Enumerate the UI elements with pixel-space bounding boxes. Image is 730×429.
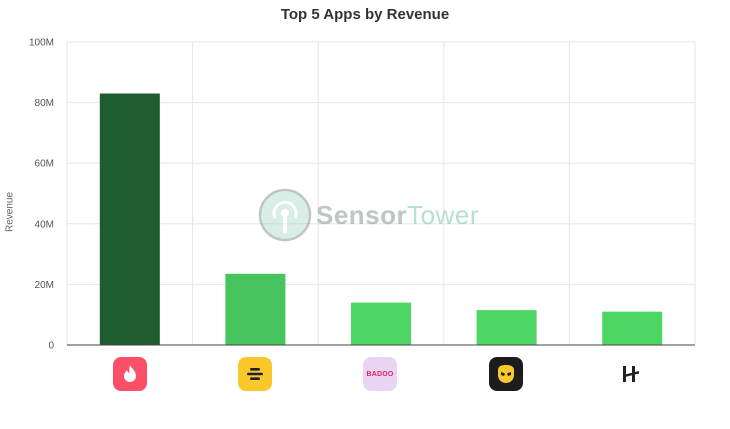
watermark-sensor-text: Sensor (316, 199, 408, 230)
y-tick-label: 20M (35, 280, 54, 291)
y-tick-label: 60M (35, 159, 54, 170)
bar-grindr (476, 310, 537, 345)
bar-badoo (351, 302, 411, 345)
y-tick-label: 100M (29, 38, 54, 49)
bar-hinge (602, 311, 663, 345)
y-tick-label: 80M (35, 98, 54, 109)
chart-title: Top 5 Apps by Revenue (280, 6, 450, 23)
tinder-icon (113, 357, 147, 391)
bumble-icon (238, 357, 272, 391)
bar-tinder (99, 93, 160, 345)
sensortower-watermark: SensorTower (258, 188, 479, 242)
y-tick-label: 0 (48, 341, 54, 352)
bar-bumble (225, 273, 286, 345)
watermark-tower-text: Tower (407, 199, 480, 230)
badoo-logo-text: BADOO (366, 370, 394, 378)
grindr-icon (489, 357, 523, 391)
hinge-icon (614, 357, 648, 391)
sensortower-logo-icon (258, 188, 312, 242)
y-tick-label: 40M (35, 219, 54, 230)
badoo-icon: BADOO (363, 357, 397, 391)
